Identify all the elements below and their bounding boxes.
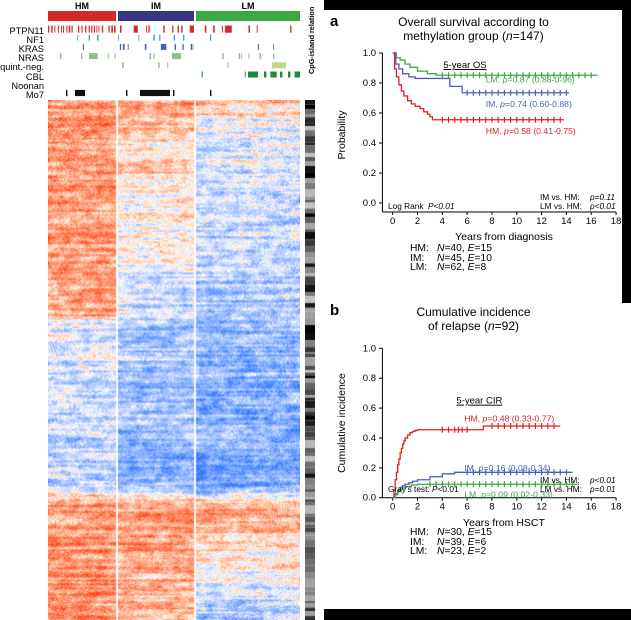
svg-text:0.4: 0.4 [363, 138, 376, 149]
svg-text:P<0.01: P<0.01 [428, 201, 455, 211]
svg-text:LM vs. HM:: LM vs. HM: [540, 484, 582, 494]
svg-text:12: 12 [536, 502, 547, 513]
svg-text:10: 10 [512, 502, 523, 513]
svg-text:0: 0 [390, 216, 395, 227]
svg-text:p<0.01: p<0.01 [589, 201, 616, 211]
svg-text:0.4: 0.4 [363, 433, 376, 444]
svg-text:0.6: 0.6 [363, 403, 376, 414]
svg-text:p=0.01: p=0.01 [589, 484, 616, 494]
svg-text:IM, p=0.16 (0.08-0.34): IM, p=0.16 (0.08-0.34) [464, 463, 550, 473]
svg-text:Cumulative incidence: Cumulative incidence [336, 373, 348, 473]
svg-text:HM, p=0.58 (0.41-0.75): HM, p=0.58 (0.41-0.75) [486, 126, 576, 136]
svg-text:0.8: 0.8 [363, 78, 376, 89]
svg-text:10: 10 [512, 216, 523, 227]
svg-text:0.2: 0.2 [363, 463, 376, 474]
svg-text:Years from diagnosis: Years from diagnosis [455, 231, 553, 243]
svg-text:1.0: 1.0 [363, 48, 376, 59]
svg-text:16: 16 [586, 216, 597, 227]
svg-text:2: 2 [415, 502, 420, 513]
svg-text:16: 16 [586, 502, 597, 513]
svg-text:0.6: 0.6 [363, 108, 376, 119]
svg-text:18: 18 [611, 502, 622, 513]
svg-text:5-year CIR: 5-year CIR [456, 396, 502, 407]
svg-text:6: 6 [464, 216, 469, 227]
svg-text:14: 14 [561, 502, 572, 513]
svg-text:0.2: 0.2 [363, 168, 376, 179]
svg-text:14: 14 [561, 216, 572, 227]
svg-text:LM vs. HM:: LM vs. HM: [540, 201, 582, 211]
svg-text:8: 8 [489, 216, 494, 227]
svg-text:18: 18 [611, 216, 622, 227]
svg-text:6: 6 [464, 502, 469, 513]
svg-text:Probability: Probability [336, 110, 348, 160]
svg-text:8: 8 [489, 502, 494, 513]
svg-text:LM, p=0.87 (0.88-0-96): LM, p=0.87 (0.88-0-96) [486, 75, 575, 85]
svg-text:0.8: 0.8 [363, 373, 376, 384]
svg-text:0.0: 0.0 [363, 493, 376, 504]
svg-text:IM, p=0.74 (0.60-0.88): IM, p=0.74 (0.60-0.88) [486, 99, 572, 109]
svg-text:0: 0 [390, 502, 395, 513]
svg-text:2: 2 [415, 216, 420, 227]
svg-text:Gray's test: P<0.01: Gray's test: P<0.01 [388, 484, 459, 494]
svg-text:4: 4 [440, 216, 445, 227]
svg-text:4: 4 [440, 502, 445, 513]
svg-text:HM, p=0.48 (0.33-0.77): HM, p=0.48 (0.33-0.77) [464, 413, 554, 423]
svg-text:0.0: 0.0 [363, 198, 376, 209]
svg-text:12: 12 [536, 216, 547, 227]
svg-text:Log Rank: Log Rank [388, 201, 424, 211]
svg-text:1.0: 1.0 [363, 343, 376, 354]
svg-text:5-year OS: 5-year OS [443, 60, 486, 71]
